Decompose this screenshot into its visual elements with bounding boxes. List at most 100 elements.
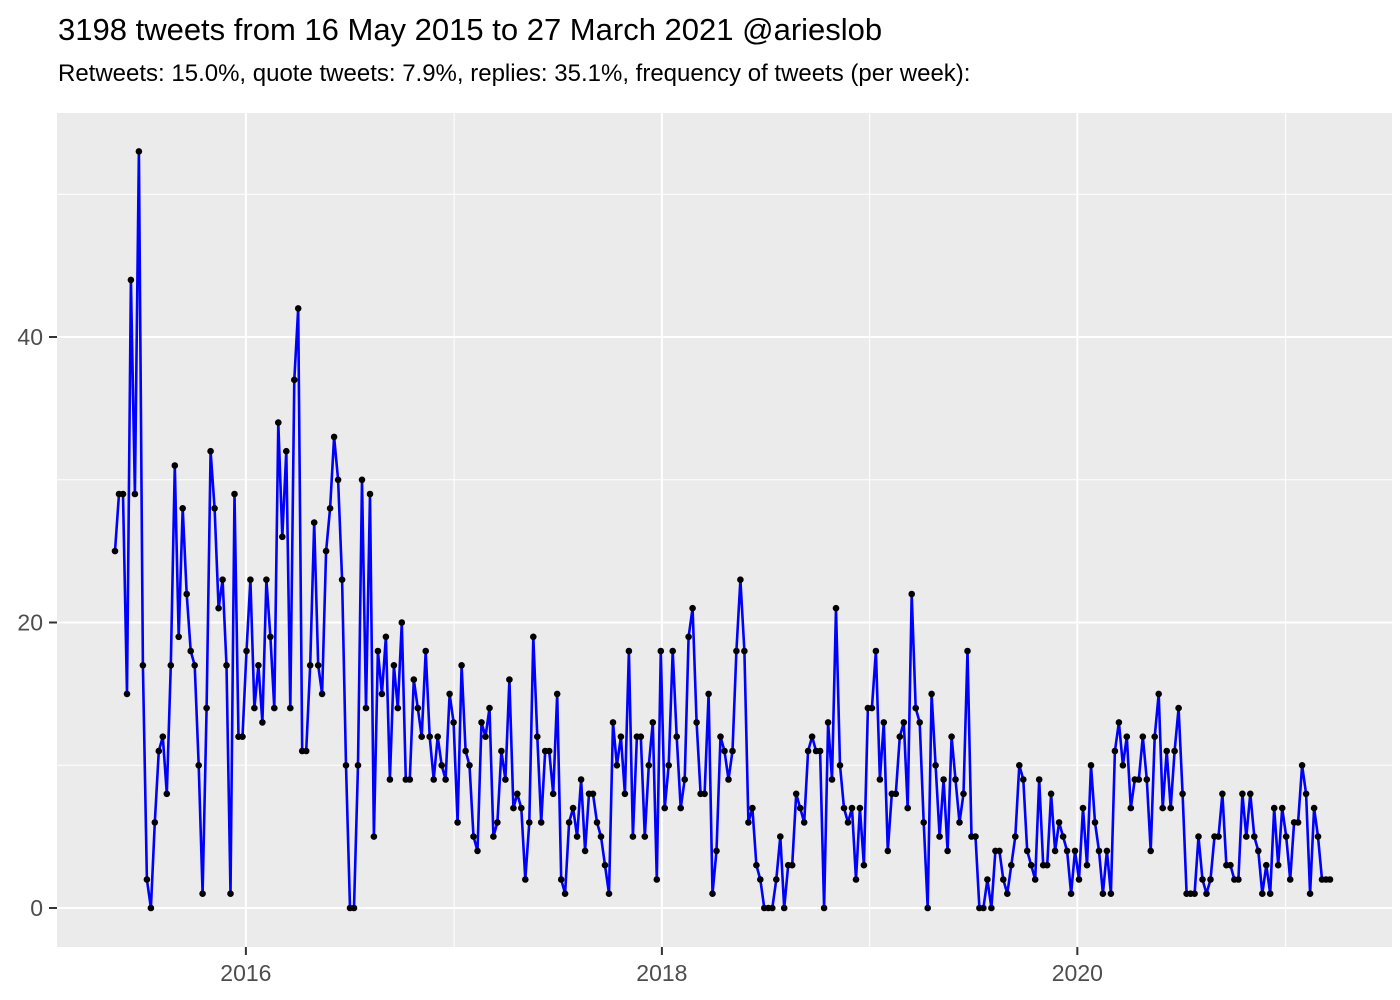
data-point xyxy=(1055,819,1063,826)
data-point xyxy=(792,790,800,798)
data-point xyxy=(836,762,844,769)
data-point xyxy=(1155,690,1162,698)
data-point xyxy=(1020,776,1027,783)
data-point xyxy=(912,704,919,712)
data-point xyxy=(291,376,298,384)
data-point xyxy=(868,704,876,712)
data-point xyxy=(1195,833,1202,840)
data-point xyxy=(1306,890,1314,897)
data-point xyxy=(271,704,278,712)
data-point xyxy=(1111,747,1119,755)
data-point xyxy=(362,704,370,712)
data-point xyxy=(796,804,804,812)
data-point xyxy=(1278,804,1286,812)
data-point xyxy=(828,776,836,783)
tweet-frequency-line xyxy=(113,150,1332,910)
data-point xyxy=(1235,876,1242,883)
data-point xyxy=(1091,819,1099,826)
data-point xyxy=(223,662,230,669)
data-point xyxy=(673,733,680,740)
data-point xyxy=(1087,762,1095,769)
data-point xyxy=(896,733,904,740)
data-point xyxy=(1051,847,1059,855)
data-point xyxy=(183,590,190,598)
data-point xyxy=(1063,847,1071,855)
data-point xyxy=(1310,804,1318,812)
data-point xyxy=(191,662,198,669)
data-point xyxy=(255,662,262,669)
data-point xyxy=(378,690,386,698)
data-point xyxy=(1127,804,1135,812)
data-point xyxy=(1255,847,1262,855)
data-point xyxy=(824,719,832,726)
y-axis-tick-label: 0 xyxy=(30,895,43,921)
data-point xyxy=(777,833,784,840)
data-point xyxy=(713,847,720,855)
data-point xyxy=(386,776,394,783)
data-point xyxy=(1004,890,1011,897)
data-point xyxy=(438,762,446,769)
data-point xyxy=(820,904,828,912)
data-point xyxy=(689,604,696,612)
data-point xyxy=(693,719,700,726)
data-point xyxy=(749,804,756,812)
data-point xyxy=(135,148,143,155)
data-point xyxy=(350,904,358,912)
data-point xyxy=(1035,776,1043,783)
chart-subtitle: Retweets: 15.0%, quote tweets: 7.9%, rep… xyxy=(58,60,971,87)
data-point xyxy=(597,833,605,840)
data-point xyxy=(283,447,290,455)
data-point xyxy=(231,490,238,498)
data-point xyxy=(263,576,270,583)
data-point xyxy=(741,647,748,655)
data-point xyxy=(518,804,525,812)
data-point xyxy=(322,547,330,555)
data-point xyxy=(880,719,888,726)
data-point xyxy=(1115,719,1123,726)
data-point xyxy=(581,847,589,855)
data-point xyxy=(179,505,186,512)
data-point xyxy=(936,833,943,840)
data-point xyxy=(733,647,740,655)
data-point xyxy=(1167,804,1174,812)
data-point xyxy=(1027,861,1035,869)
data-point xyxy=(279,533,286,541)
data-point xyxy=(434,733,442,740)
data-point xyxy=(537,819,545,826)
data-point xyxy=(462,747,469,755)
data-point xyxy=(852,876,860,883)
data-point xyxy=(1326,876,1334,883)
data-point xyxy=(1215,833,1222,840)
data-point xyxy=(737,576,744,583)
data-point xyxy=(155,747,163,755)
data-point xyxy=(334,476,342,484)
data-point xyxy=(1207,876,1214,883)
data-point xyxy=(757,876,764,883)
data-point xyxy=(219,576,226,583)
data-point xyxy=(526,819,533,826)
y-axis-tick-label: 20 xyxy=(17,610,43,636)
data-point xyxy=(366,490,374,498)
data-point xyxy=(545,747,553,755)
data-point xyxy=(589,790,597,798)
data-point xyxy=(1103,847,1111,855)
data-point xyxy=(645,762,653,769)
data-point xyxy=(900,719,908,726)
data-point xyxy=(884,847,892,855)
data-point xyxy=(374,647,382,655)
data-point xyxy=(800,819,808,826)
data-point xyxy=(1012,833,1019,840)
data-point xyxy=(972,833,979,840)
data-point xyxy=(1079,804,1087,812)
data-point xyxy=(629,833,637,840)
data-point xyxy=(577,776,585,783)
data-point xyxy=(474,847,481,855)
data-point xyxy=(470,833,477,840)
data-point xyxy=(1043,861,1051,869)
data-point xyxy=(251,704,258,712)
data-point xyxy=(549,790,557,798)
data-point xyxy=(478,719,485,726)
data-point xyxy=(1008,861,1015,869)
plot-panel xyxy=(57,113,1392,947)
data-point xyxy=(952,776,959,783)
